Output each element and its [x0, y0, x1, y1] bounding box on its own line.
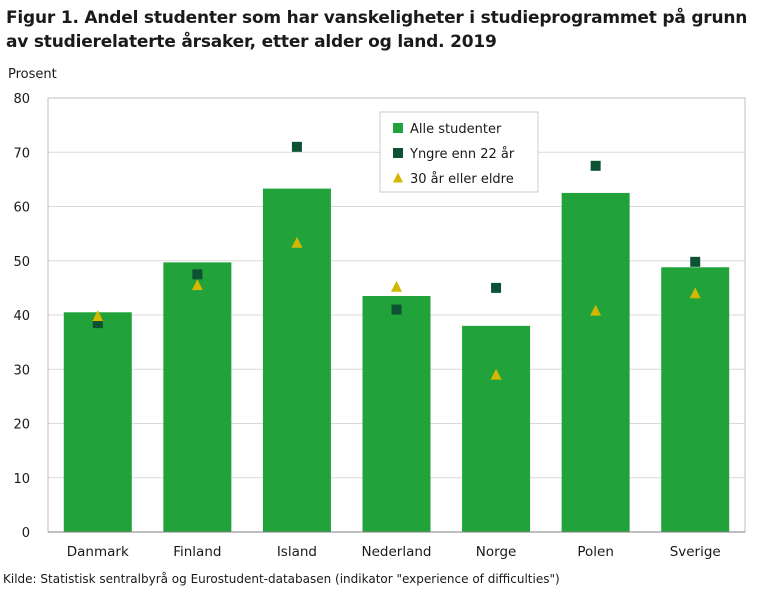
point-eldre-norge — [490, 368, 502, 380]
legend-label: 30 år eller eldre — [410, 172, 514, 187]
x-tick-label: Island — [277, 544, 317, 560]
x-tick-label: Sverige — [670, 544, 721, 560]
legend-label: Yngre enn 22 år — [409, 147, 515, 162]
y-axis-title: Prosent — [8, 67, 57, 82]
bar-layer — [63, 188, 730, 532]
point-yngre-norge — [491, 282, 502, 293]
y-tick-label: 40 — [13, 309, 30, 324]
x-tick-label: Finland — [173, 544, 221, 560]
x-tick-label: Danmark — [67, 544, 129, 560]
point-yngre-sverige — [690, 256, 701, 267]
x-tick-label: Norge — [476, 544, 517, 560]
x-tick-label: Nederland — [362, 544, 432, 560]
bar-polen — [561, 192, 630, 532]
y-tick-label: 0 — [22, 526, 30, 541]
point-eldre-sverige — [689, 287, 701, 299]
bar-finland — [163, 262, 232, 532]
y-tick-label: 80 — [13, 92, 30, 107]
bar-nederland — [362, 296, 431, 532]
bar-sverige — [661, 267, 730, 532]
axis-layer: 0 10 20 30 40 50 60 70 80 Danmark Finland Island Ned… — [13, 92, 745, 560]
point-yngre-island — [291, 141, 302, 152]
point-eldre-danmark — [92, 310, 104, 322]
point-eldre-island — [291, 236, 303, 248]
y-tick-label: 60 — [13, 201, 30, 216]
legend-swatch-square — [393, 148, 403, 158]
legend-swatch-triangle — [393, 172, 403, 183]
chart-title: Figur 1. Andel studenter som har vanskel… — [6, 8, 748, 52]
legend-swatch-bar — [393, 123, 403, 133]
point-yngre-nederland — [391, 304, 402, 315]
bar-danmark — [63, 312, 132, 532]
legend-box — [379, 111, 539, 193]
bar-norge — [462, 325, 531, 532]
y-tick-label: 30 — [13, 363, 30, 378]
legend-label: Alle studenter — [410, 122, 502, 137]
y-tick-label: 10 — [13, 472, 30, 487]
y-tick-label: 70 — [13, 146, 30, 161]
point-yngre-danmark — [92, 318, 103, 329]
y-tick-label: 50 — [13, 255, 30, 270]
source-note: Kilde: Statistisk sentralbyrå og Eurostu… — [3, 572, 560, 586]
point-eldre-finland — [191, 279, 203, 291]
point-eldre-polen — [590, 304, 602, 316]
point-yngre-polen — [590, 160, 601, 171]
point-yngre-finland — [192, 269, 203, 280]
x-tick-label: Polen — [577, 544, 614, 560]
point-eldre-nederland — [391, 280, 402, 292]
marker-layer — [92, 141, 701, 380]
y-tick-label: 20 — [13, 418, 30, 433]
legend: Alle studenter Yngre enn 22 år 30 år eller… — [379, 111, 539, 193]
